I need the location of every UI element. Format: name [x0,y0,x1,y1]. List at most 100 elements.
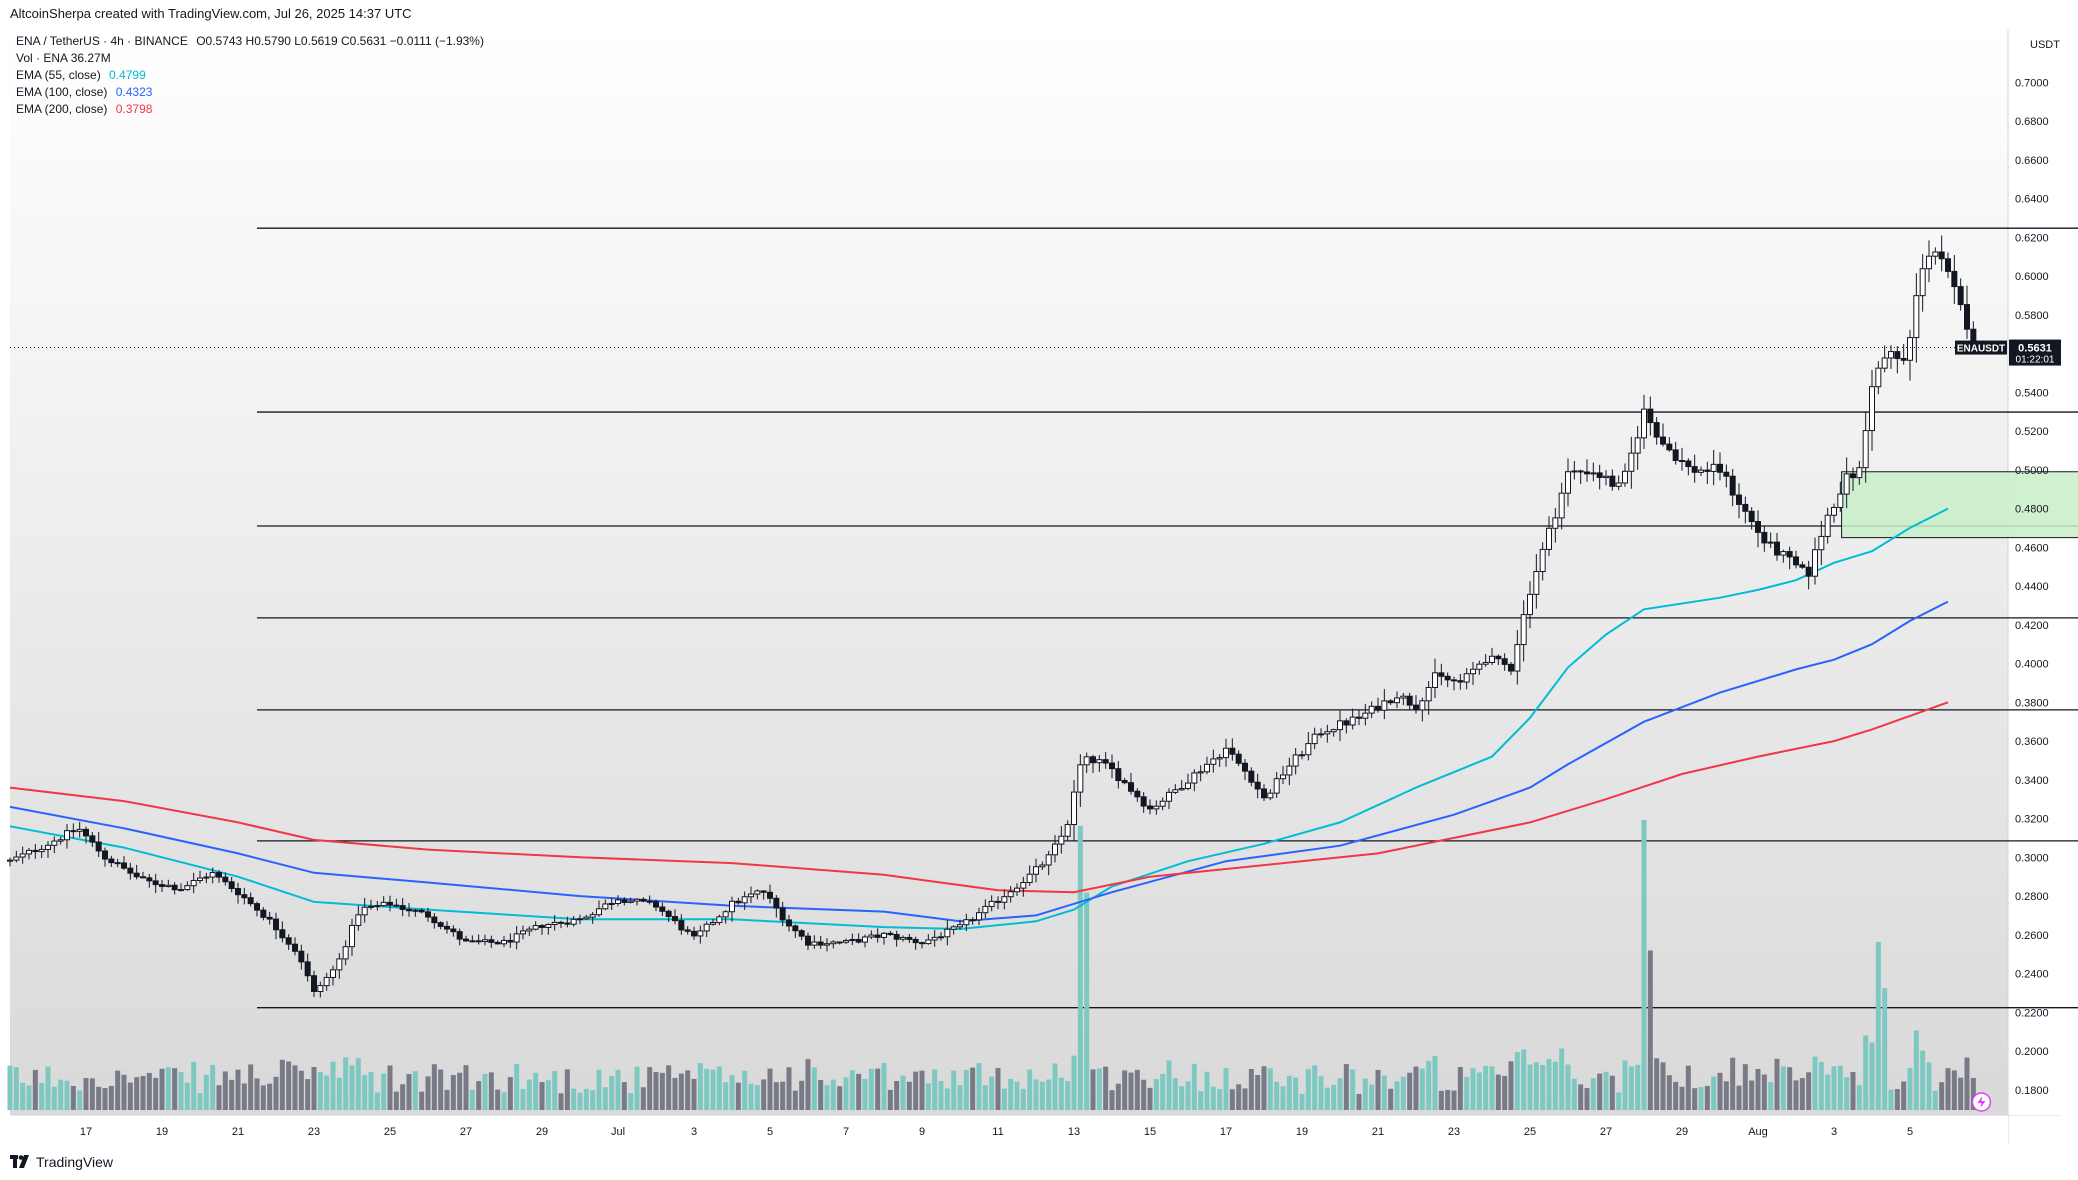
time-axis[interactable]: 17 19 21 23 25 27 29 Jul 3 5 7 9 11 13 15 17 19 21 23 25 27 2… [80,1126,1913,1138]
candle-body-285 [1812,549,1818,577]
volume-bar-228 [1451,1090,1457,1110]
candle-body-168 [1071,791,1077,826]
candle-body-242 [1539,548,1546,573]
candle-body-218 [1387,700,1394,704]
volume-bar-260 [1654,1058,1660,1110]
ema-lines [9,507,1949,931]
volume-bar-281 [1787,1067,1793,1110]
footer-branding[interactable]: TradingView [10,1154,113,1170]
volume-bar-175 [1115,1083,1121,1110]
volume-bar-101 [647,1067,653,1110]
legend-symbol-row[interactable]: ENA / TetherUS · 4h · BINANCE O0.5743 H0… [16,33,484,50]
candle-body-266 [1691,466,1698,473]
chart-credit: AltcoinSherpa created with TradingView.c… [10,6,412,21]
candle-body-212 [1349,716,1356,726]
candle-body-222 [1413,704,1419,711]
candle-body-102 [653,901,659,908]
candle-body-76 [488,939,495,943]
volume-bar-161 [1027,1069,1033,1110]
candle-body-71 [456,931,463,940]
candle-body-199 [1267,792,1274,799]
price-tick-25: 0.2000 [2015,1046,2049,1058]
volume-bar-142 [906,1081,912,1110]
price-tick-2: 0.6600 [2015,155,2049,167]
volume-bar-278 [1768,1082,1774,1110]
candle-body-169 [1077,764,1084,793]
candle-body-306 [1945,258,1951,272]
candle-body-3 [26,849,32,855]
volume-bar-271 [1723,1081,1729,1110]
lightning-icon[interactable] [1971,1092,1992,1112]
volume-bar-24 [159,1068,165,1110]
candle-body-96 [615,899,621,904]
time-tick-6: 27 [460,1126,472,1138]
candle-body-248 [1577,470,1584,473]
chart-legend: ENA / TetherUS · 4h · BINANCE O0.5743 H0… [16,33,484,118]
candle-body-179 [1140,796,1147,807]
volume-bar-238 [1514,1052,1520,1110]
legend-ema55-row[interactable]: EMA (55, close) 0.4799 [16,67,484,84]
candle-body-23 [152,880,159,886]
price-tick-14: 0.4200 [2015,620,2049,632]
candle-body-27 [178,889,184,892]
candle-body-41 [266,916,273,920]
volume-bar-156 [995,1068,1001,1110]
candle-body-19 [127,867,134,874]
candle-body-104 [665,910,672,918]
time-axis-background[interactable] [10,1116,2008,1144]
candle-body-55 [355,914,362,926]
volume-bar-301 [1913,1030,1919,1110]
volume-bar-103 [659,1072,665,1110]
volume-bar-200 [1274,1081,1280,1110]
volume-bar-79 [507,1077,513,1110]
candle-body-267 [1698,469,1704,473]
volume-bar-78 [501,1092,507,1110]
candle-body-205 [1305,743,1312,756]
candle-body-105 [672,916,678,922]
legend-ema100-row[interactable]: EMA (100, close) 0.4323 [16,84,484,101]
volume-bar-30 [197,1093,203,1110]
time-tick-7: 29 [536,1126,548,1138]
candle-body-66 [425,911,431,918]
candle-body-28 [184,885,191,891]
candle-body-32 [209,872,216,878]
volume-bar-288 [1831,1066,1837,1110]
candle-body-18 [121,862,127,869]
volume-bar-287 [1825,1074,1831,1110]
legend-ema200-label: EMA (200, close) [16,102,108,116]
candle-body-206 [1311,733,1318,745]
legend-ema100-label: EMA (100, close) [16,85,108,99]
demand-zone[interactable] [1841,471,2078,539]
candle-body-24 [159,884,165,887]
volume-bar-28 [184,1082,190,1110]
volume-bar-69 [444,1089,450,1110]
candle-body-244 [1552,517,1559,529]
candle-body-204 [1299,754,1305,757]
candle-body-237 [1508,663,1514,672]
last-price-value: 0.5631 [2018,343,2052,355]
time-tick-25: 5 [1907,1126,1913,1138]
candle-body-191 [1216,757,1223,760]
volume-bar-90 [577,1092,583,1110]
legend-ema200-row[interactable]: EMA (200, close) 0.3798 [16,101,484,118]
candle-body-137 [874,934,881,938]
candle-body-309 [1964,304,1970,330]
candle-body-300 [1907,337,1913,361]
volume-bar-219 [1394,1081,1400,1110]
time-tick-13: 11 [992,1126,1003,1138]
candle-body-77 [494,941,501,945]
candle-body-274 [1742,503,1749,512]
volume-bar-169 [1077,825,1083,1110]
candle-body-296 [1881,357,1888,369]
candle-body-193 [1229,747,1236,755]
volume-bar-232 [1476,1072,1482,1110]
volume-bar-290 [1844,1077,1850,1110]
legend-volume-row[interactable]: Vol · ENA 36.27M [16,50,484,67]
price-axis-background[interactable] [2009,30,2069,1115]
candle-body-224 [1425,687,1432,702]
candle-body-86 [551,921,558,925]
candle-body-85 [545,923,552,928]
volume-bar-9 [64,1080,70,1110]
volume-bar-113 [723,1082,729,1110]
